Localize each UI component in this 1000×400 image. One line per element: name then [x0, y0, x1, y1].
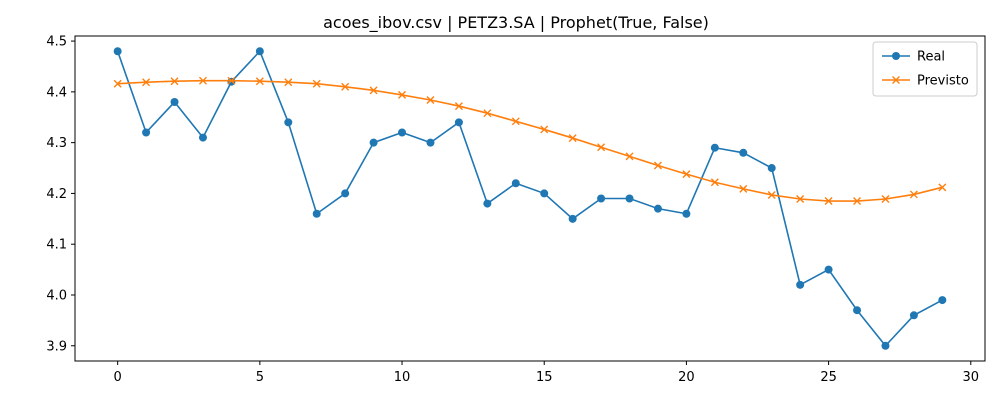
- legend: Real Previsto: [872, 41, 978, 97]
- data-point-real: [853, 306, 862, 315]
- data-point-previsto: [653, 161, 662, 170]
- y-tick-label: 4.4: [46, 85, 67, 100]
- data-point-previsto: [198, 76, 207, 85]
- data-point-previsto: [710, 178, 719, 187]
- series-previsto: [113, 76, 947, 206]
- data-point-previsto: [142, 78, 151, 87]
- data-point-real: [426, 138, 435, 147]
- data-point-previsto: [739, 184, 748, 193]
- data-point-previsto: [853, 197, 862, 206]
- data-point-real: [824, 265, 833, 274]
- data-point-real: [483, 199, 492, 208]
- data-point-previsto: [568, 134, 577, 143]
- data-point-previsto: [938, 183, 947, 192]
- data-point-real: [511, 179, 520, 188]
- x-tick-label: 25: [820, 370, 837, 385]
- data-point-previsto: [113, 79, 122, 88]
- x-tick-label: 30: [963, 370, 980, 385]
- x-tick-label: 0: [114, 370, 122, 385]
- data-point-real: [710, 143, 719, 152]
- data-point-previsto: [881, 195, 890, 204]
- legend-marker-real: [892, 52, 900, 60]
- x-tick-label: 5: [256, 370, 264, 385]
- data-point-real: [255, 47, 264, 56]
- data-point-previsto: [170, 77, 179, 86]
- legend-item-real: Real: [882, 50, 945, 65]
- data-point-real: [312, 209, 321, 218]
- x-tick-label: 20: [678, 370, 695, 385]
- y-tick-label: 3.9: [46, 339, 67, 354]
- data-point-previsto: [540, 125, 549, 134]
- y-tick-label: 4.5: [46, 35, 67, 50]
- data-point-real: [796, 280, 805, 289]
- data-point-previsto: [312, 79, 321, 88]
- y-tick-label: 4.1: [46, 238, 67, 253]
- series-layer: [113, 47, 947, 350]
- data-point-real: [454, 118, 463, 127]
- data-point-real: [597, 194, 606, 203]
- legend-marker-previsto: [892, 76, 900, 84]
- x-tick-label: 15: [536, 370, 553, 385]
- plot-area-frame: [74, 35, 986, 362]
- data-point-real: [568, 214, 577, 223]
- legend-label-previsto: Previsto: [917, 74, 969, 89]
- data-point-real: [284, 118, 293, 127]
- data-point-real: [909, 311, 918, 320]
- data-point-real: [369, 138, 378, 147]
- data-point-real: [540, 189, 549, 198]
- series-real: [113, 47, 947, 350]
- data-point-real: [739, 148, 748, 157]
- data-point-real: [341, 189, 350, 198]
- data-point-real: [398, 128, 407, 137]
- data-point-previsto: [454, 102, 463, 111]
- data-point-real: [170, 98, 179, 107]
- chart-title: acoes_ibov.csv | PETZ3.SA | Prophet(True…: [323, 13, 709, 33]
- data-point-real: [881, 341, 890, 350]
- series-line-previsto: [117, 79, 943, 202]
- data-point-previsto: [625, 152, 634, 161]
- data-point-real: [142, 128, 151, 137]
- data-point-real: [682, 209, 691, 218]
- data-point-previsto: [511, 117, 520, 126]
- axes: 0 5 10 15 20 25 30 3.9 4.0 4.1 4.2 4.3 4.4 4.5: [46, 35, 979, 385]
- data-point-previsto: [796, 195, 805, 204]
- data-point-previsto: [227, 76, 236, 85]
- data-point-real: [625, 194, 634, 203]
- data-point-previsto: [483, 109, 492, 118]
- data-point-previsto: [255, 77, 264, 86]
- data-point-previsto: [824, 197, 833, 206]
- data-point-real: [113, 47, 122, 56]
- legend-label-real: Real: [917, 50, 945, 65]
- y-tick-label: 4.0: [46, 288, 67, 303]
- data-point-previsto: [597, 143, 606, 152]
- legend-item-previsto: Previsto: [882, 74, 969, 89]
- data-point-previsto: [341, 82, 350, 91]
- data-point-real: [938, 296, 947, 305]
- data-point-previsto: [398, 90, 407, 99]
- data-point-previsto: [426, 95, 435, 104]
- x-tick-label: 10: [394, 370, 411, 385]
- data-point-real: [767, 164, 776, 173]
- y-tick-label: 4.2: [46, 187, 67, 202]
- data-point-previsto: [284, 78, 293, 87]
- data-point-previsto: [909, 190, 918, 199]
- y-tick-label: 4.3: [46, 136, 67, 151]
- data-point-real: [653, 204, 662, 213]
- data-point-real: [227, 77, 236, 86]
- data-point-previsto: [682, 170, 691, 179]
- data-point-previsto: [767, 190, 776, 199]
- series-line-real: [116, 49, 943, 347]
- data-point-previsto: [369, 86, 378, 95]
- data-point-real: [198, 133, 207, 142]
